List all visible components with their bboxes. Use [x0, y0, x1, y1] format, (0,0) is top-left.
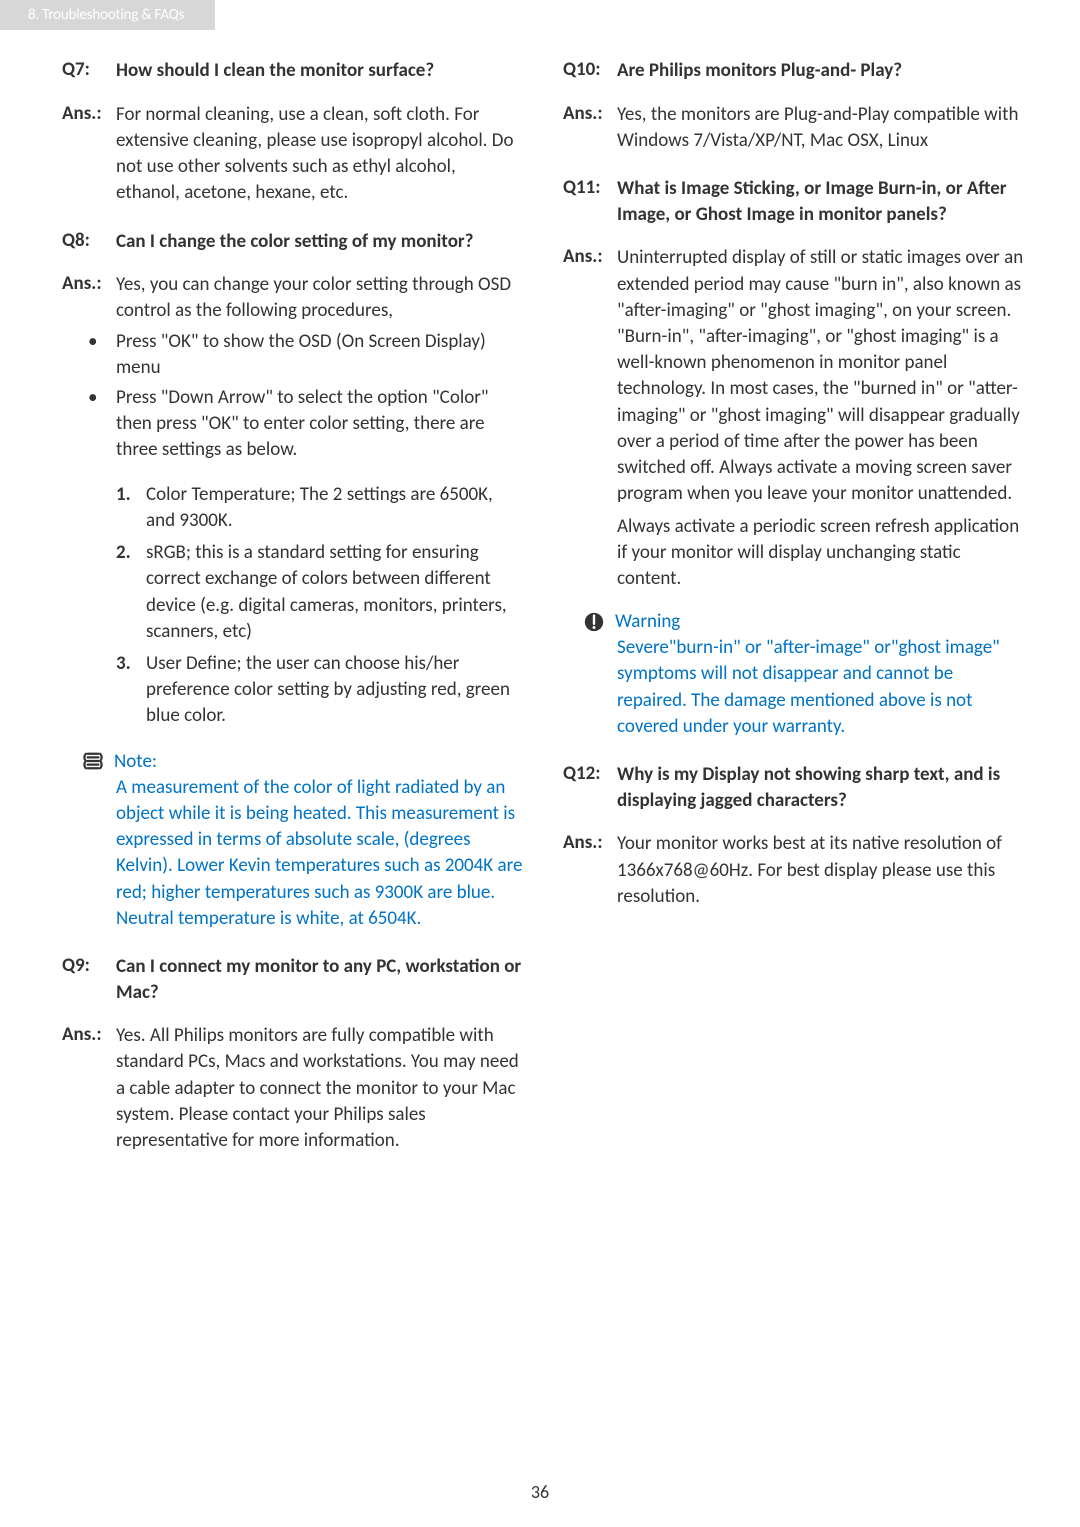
a12: Ans.: Your monitor works best at its nat… — [563, 831, 1024, 910]
a12-text: Your monitor works best at its native re… — [617, 831, 1024, 910]
q8-text: Can I change the color setting of my mon… — [116, 229, 473, 255]
list-item: 1. Color Temperature; The 2 settings are … — [116, 482, 523, 534]
list-item: 3. User Define; the user can choose his/h… — [116, 651, 523, 730]
a11-label: Ans.: — [563, 245, 617, 507]
breadcrumb: 8. Troubleshooting & FAQs — [0, 0, 215, 30]
q9-label: Q9: — [62, 954, 116, 1005]
a7-text: For normal cleaning, use a clean, soft c… — [116, 102, 523, 207]
num-text: User Define; the user can choose his/her… — [146, 652, 510, 727]
q9-text: Can I connect my monitor to any PC, work… — [116, 954, 523, 1005]
a8-label: Ans.: — [62, 272, 116, 324]
list-item: 2. sRGB; this is a standard setting for e… — [116, 540, 523, 645]
q10-text: Are Philips monitors Plug-and- Play? — [617, 58, 902, 84]
num: 3. — [116, 651, 131, 677]
num: 2. — [116, 540, 131, 566]
list-item: Press "Down Arrow" to select the option … — [88, 385, 523, 464]
a8: Ans.: Yes, you can change your color set… — [62, 272, 523, 324]
q7-label: Q7: — [62, 58, 116, 84]
warning-head: Warning — [563, 610, 1024, 633]
a9-label: Ans.: — [62, 1023, 116, 1154]
q12-label: Q12: — [563, 762, 617, 813]
q9: Q9: Can I connect my monitor to any PC, … — [62, 954, 523, 1005]
q8-bullets: Press "OK" to show the OSD (On Screen Di… — [88, 329, 523, 464]
q10: Q10: Are Philips monitors Plug-and- Play… — [563, 58, 1024, 84]
a11: Ans.: Uninterrupted display of still or … — [563, 245, 1024, 507]
warning-title: Warning — [615, 610, 680, 633]
q11-label: Q11: — [563, 176, 617, 227]
q7-text: How should I clean the monitor surface? — [116, 58, 434, 84]
a10: Ans.: Yes, the monitors are Plug-and-Pla… — [563, 102, 1024, 154]
page-number: 36 — [531, 1481, 549, 1503]
a7-label: Ans.: — [62, 102, 116, 207]
num-text: sRGB; this is a standard setting for ens… — [146, 541, 507, 643]
warning-body: Severe"burn-in" or "after-image" or"ghos… — [617, 635, 1024, 740]
q7: Q7: How should I clean the monitor surfa… — [62, 58, 523, 84]
left-column: Q7: How should I clean the monitor surfa… — [62, 58, 523, 1176]
note-block: Note: A measurement of the color of ligh… — [62, 750, 523, 932]
a7: Ans.: For normal cleaning, use a clean, … — [62, 102, 523, 207]
content-area: Q7: How should I clean the monitor surfa… — [0, 30, 1080, 1176]
right-column: Q10: Are Philips monitors Plug-and- Play… — [563, 58, 1024, 1176]
q8-label: Q8: — [62, 229, 116, 255]
q10-label: Q10: — [563, 58, 617, 84]
note-body: A measurement of the color of light radi… — [116, 775, 523, 932]
q8-numlist: 1. Color Temperature; The 2 settings are … — [116, 482, 523, 730]
note-icon — [80, 751, 106, 771]
q11-text: What is Image Sticking, or Image Burn-in… — [617, 176, 1024, 227]
num: 1. — [116, 482, 131, 508]
q8: Q8: Can I change the color setting of my… — [62, 229, 523, 255]
note-title: Note: — [114, 750, 157, 773]
q12-text: Why is my Display not showing sharp text… — [617, 762, 1024, 813]
a11-text: Uninterrupted display of still or static… — [617, 245, 1024, 507]
a9: Ans.: Yes. All Philips monitors are full… — [62, 1023, 523, 1154]
note-head: Note: — [62, 750, 523, 773]
a9-text: Yes. All Philips monitors are fully comp… — [116, 1023, 523, 1154]
warning-block: Warning Severe"burn-in" or "after-image"… — [563, 610, 1024, 740]
a10-label: Ans.: — [563, 102, 617, 154]
num-text: Color Temperature; The 2 settings are 65… — [146, 483, 493, 532]
q11: Q11: What is Image Sticking, or Image Bu… — [563, 176, 1024, 227]
a10-text: Yes, the monitors are Plug-and-Play comp… — [617, 102, 1024, 154]
a11-cont: Always activate a periodic screen refres… — [617, 514, 1024, 593]
q12: Q12: Why is my Display not showing sharp… — [563, 762, 1024, 813]
warning-icon — [581, 611, 607, 633]
a12-label: Ans.: — [563, 831, 617, 910]
a8-text: Yes, you can change your color setting t… — [116, 272, 523, 324]
list-item: Press "OK" to show the OSD (On Screen Di… — [88, 329, 523, 381]
